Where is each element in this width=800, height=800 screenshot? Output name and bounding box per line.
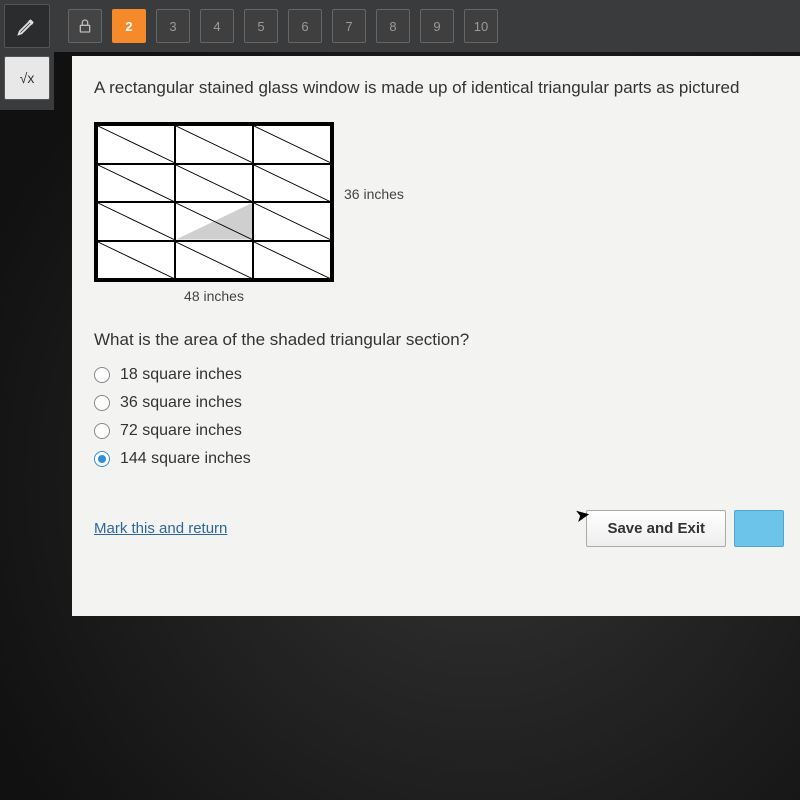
save-exit-button[interactable]: Save and Exit: [586, 510, 726, 547]
lock-indicator: [68, 9, 102, 43]
diagram-cell: [253, 164, 331, 203]
question-nav-2[interactable]: 2: [112, 9, 146, 43]
question-nav-8[interactable]: 8: [376, 9, 410, 43]
diagram-cell: [97, 125, 175, 164]
toolbar-top: 23456789 10: [54, 0, 800, 52]
question-nav-3[interactable]: 3: [156, 9, 190, 43]
sqrt-icon: √x: [20, 70, 35, 86]
option-label: 36 square inches: [120, 394, 242, 412]
answer-option[interactable]: 144 square inches: [94, 450, 784, 468]
question-nav-10[interactable]: 10: [464, 9, 498, 43]
question-nav-4[interactable]: 4: [200, 9, 234, 43]
next-button[interactable]: [734, 510, 784, 547]
pencil-tool-button[interactable]: [4, 4, 50, 48]
radio-button[interactable]: [94, 423, 110, 439]
height-label: 36 inches: [344, 122, 404, 202]
diagram-cell: [253, 125, 331, 164]
mark-return-link[interactable]: Mark this and return: [94, 520, 227, 537]
answer-option[interactable]: 18 square inches: [94, 366, 784, 384]
option-label: 144 square inches: [120, 450, 251, 468]
question-nav-6[interactable]: 6: [288, 9, 322, 43]
footer-buttons: Save and Exit: [586, 510, 784, 547]
diagram-cell: [253, 241, 331, 280]
diagram-cell: [175, 125, 253, 164]
radio-button[interactable]: [94, 367, 110, 383]
toolbar-left: √x: [0, 0, 54, 110]
stained-glass-diagram: [94, 122, 334, 282]
width-label: 48 inches: [94, 288, 334, 304]
question-nav-9[interactable]: 9: [420, 9, 454, 43]
question-nav-7[interactable]: 7: [332, 9, 366, 43]
pencil-icon: [16, 15, 38, 37]
diagram-cell: [97, 241, 175, 280]
lock-icon: [77, 18, 93, 34]
question-text: A rectangular stained glass window is ma…: [94, 78, 784, 98]
radio-button[interactable]: [94, 451, 110, 467]
diagram-cell: [175, 241, 253, 280]
answer-option[interactable]: 72 square inches: [94, 422, 784, 440]
option-label: 72 square inches: [120, 422, 242, 440]
question-footer: Mark this and return Save and Exit: [94, 510, 784, 547]
sub-question-text: What is the area of the shaded triangula…: [94, 330, 784, 350]
radio-button[interactable]: [94, 395, 110, 411]
math-tool-button[interactable]: √x: [4, 56, 50, 100]
diagram-cell: [253, 202, 331, 241]
option-label: 18 square inches: [120, 366, 242, 384]
diagram-cell: [97, 202, 175, 241]
diagram-area: 48 inches 36 inches: [94, 122, 784, 304]
answer-option[interactable]: 36 square inches: [94, 394, 784, 412]
question-nav: 23456789 10: [112, 9, 498, 43]
question-nav-5[interactable]: 5: [244, 9, 278, 43]
diagram-cell: [97, 164, 175, 203]
answer-options: 18 square inches 36 square inches 72 squar…: [94, 366, 784, 468]
diagram-cell: [175, 164, 253, 203]
diagram-cell: [175, 202, 253, 241]
question-panel: A rectangular stained glass window is ma…: [72, 56, 800, 616]
